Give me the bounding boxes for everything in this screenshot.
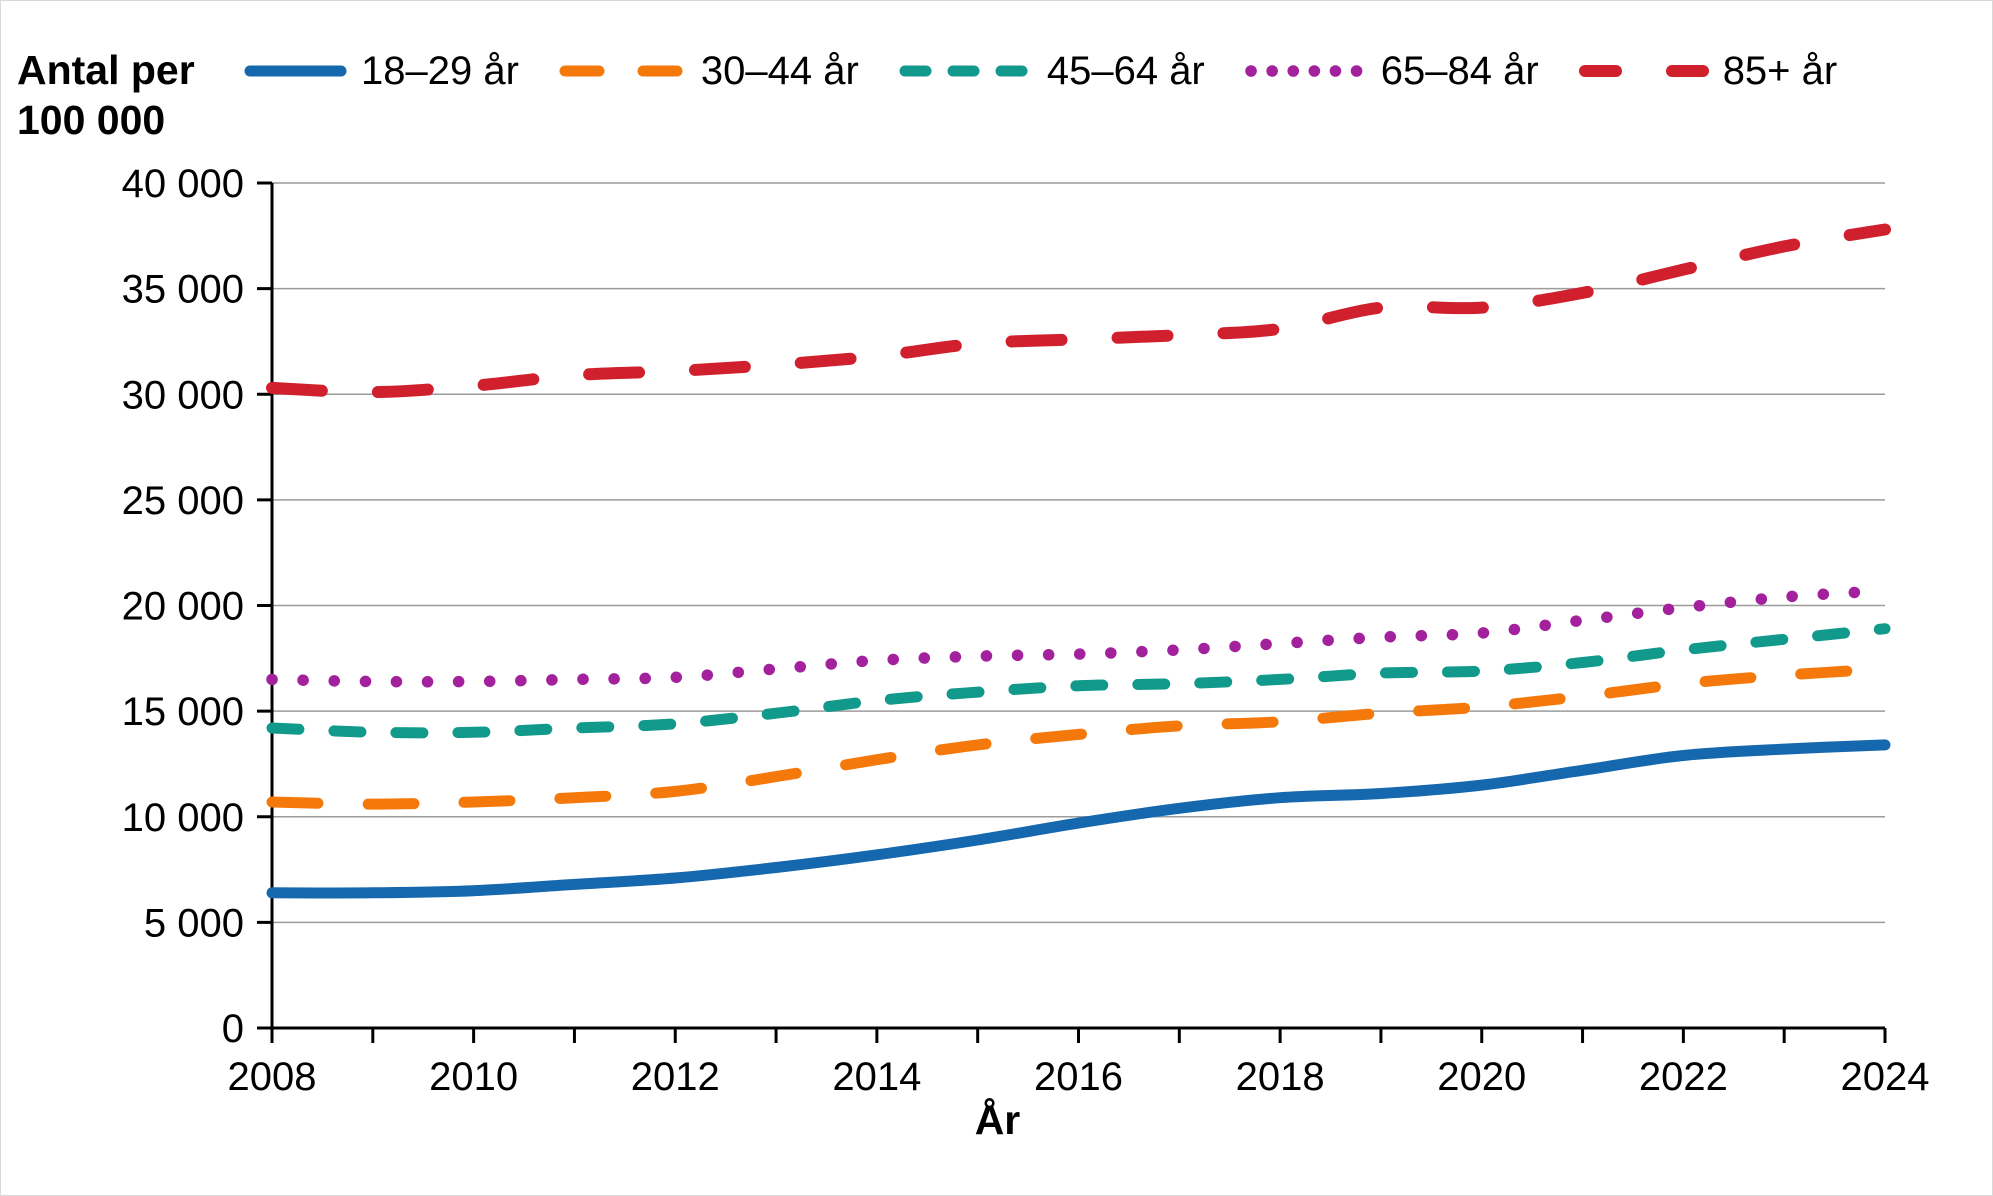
y-tick-label: 35 000 bbox=[122, 268, 244, 312]
x-tick-label: 2012 bbox=[631, 1055, 720, 1099]
x-tick-label: 2018 bbox=[1236, 1055, 1325, 1099]
legend-label-45-64: 45–64 år bbox=[1046, 48, 1205, 93]
legend-label-65-84: 65–84 år bbox=[1380, 48, 1539, 93]
legend-item-18-29: 18–29 år bbox=[244, 49, 519, 94]
legend-item-45-64: 45–64 år bbox=[899, 49, 1205, 94]
series-line-85-plus bbox=[266, 223, 1891, 399]
series-line-65-84 bbox=[266, 584, 1891, 688]
legend-label-18-29: 18–29 år bbox=[361, 48, 519, 93]
y-axis-title-line2: 100 000 bbox=[17, 97, 166, 144]
x-tick-label: 2024 bbox=[1841, 1055, 1930, 1099]
x-axis-title: År bbox=[974, 1097, 1021, 1143]
series-line-45-64 bbox=[266, 623, 1891, 739]
x-tick-label: 2014 bbox=[832, 1055, 921, 1099]
y-tick-label: 25 000 bbox=[122, 479, 244, 523]
legend-item-30-44: 30–44 år bbox=[559, 49, 859, 94]
y-tick-label: 40 000 bbox=[122, 162, 244, 206]
x-tick-label: 2022 bbox=[1639, 1055, 1728, 1099]
y-tick-label: 0 bbox=[222, 1007, 244, 1051]
legend-item-85-plus: 85+ år bbox=[1578, 48, 1838, 94]
series-line-30-44 bbox=[266, 663, 1891, 810]
series-line-18-29 bbox=[266, 739, 1891, 899]
legend-item-65-84: 65–84 år bbox=[1245, 49, 1539, 94]
y-tick-label: 10 000 bbox=[122, 796, 244, 840]
legend-swatch-30-44 bbox=[559, 65, 687, 77]
legend-swatch-18-29 bbox=[244, 65, 347, 77]
y-axis-title-line1: Antal per bbox=[17, 47, 195, 93]
y-tick-label: 5 000 bbox=[144, 901, 244, 945]
y-tick-label: 20 000 bbox=[122, 585, 244, 629]
x-tick-label: 2020 bbox=[1437, 1055, 1526, 1099]
legend-swatch-65-84 bbox=[1245, 65, 1367, 77]
legend: 18–29 år 30–44 år 45–64 år 65–84 år 85+ år bbox=[244, 41, 1837, 101]
legend-label-85-plus: 85+ år bbox=[1722, 48, 1838, 93]
x-tick-label: 2010 bbox=[429, 1055, 518, 1099]
x-tick-label: 2016 bbox=[1034, 1055, 1123, 1099]
y-tick-label: 30 000 bbox=[122, 373, 244, 417]
y-tick-label: 15 000 bbox=[122, 690, 244, 734]
legend-label-30-44: 30–44 år bbox=[700, 48, 859, 93]
x-tick-label: 2008 bbox=[228, 1055, 317, 1099]
legend-swatch-45-64 bbox=[899, 65, 1033, 77]
y-axis-title: Antal per 100 000 bbox=[17, 45, 195, 145]
legend-swatch-85-plus bbox=[1578, 65, 1709, 77]
